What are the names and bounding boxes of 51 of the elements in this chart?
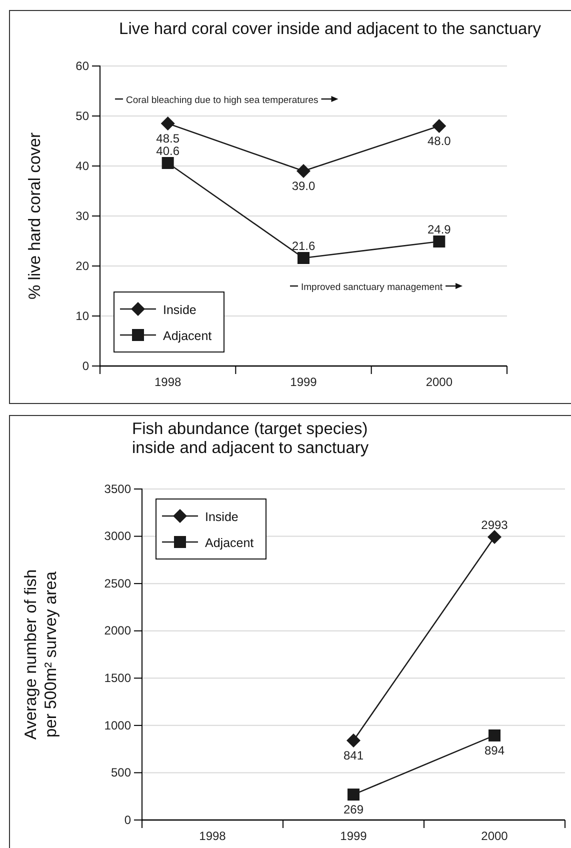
data-label: 269 xyxy=(343,802,364,817)
point xyxy=(162,157,174,169)
point xyxy=(296,164,310,178)
annotation: Coral bleaching due to high sea temperatures xyxy=(126,95,318,106)
y-tick-label: 60 xyxy=(76,58,90,73)
x-tick-label: 1998 xyxy=(154,375,182,389)
y-axis-title: % live hard coral cover xyxy=(26,132,44,300)
x-tick-label: 1998 xyxy=(199,829,226,843)
point xyxy=(488,729,500,742)
data-label: 40.6 xyxy=(156,144,180,158)
y-tick-label: 0 xyxy=(124,812,132,827)
legend-label: Adjacent xyxy=(205,536,254,550)
data-label: 48.5 xyxy=(156,132,180,146)
y-tick-label: 30 xyxy=(76,208,90,223)
y-tick-label: 1500 xyxy=(104,670,132,685)
y-tick-label: 20 xyxy=(76,258,90,273)
y-tick-label: 2000 xyxy=(104,624,132,638)
point xyxy=(433,236,446,248)
x-tick-label: 2000 xyxy=(426,375,453,389)
legend-label: Inside xyxy=(205,510,238,524)
data-label: 39.0 xyxy=(292,179,316,193)
point xyxy=(488,530,502,544)
y-tick-label: 1000 xyxy=(104,718,132,732)
data-label: 841 xyxy=(343,748,364,762)
chart-title: Live hard coral cover inside and adjacent to the sanctuary xyxy=(119,20,542,38)
chart-title: Fish abundance (target species) inside and adjacent to sanctuary xyxy=(132,420,370,457)
legend-label: Adjacent xyxy=(163,329,212,343)
point xyxy=(298,252,310,264)
y-tick-label: 3500 xyxy=(104,482,132,496)
y-tick-label: 500 xyxy=(110,766,132,780)
data-label: 21.6 xyxy=(292,239,316,253)
y-tick-label: 50 xyxy=(76,108,90,123)
x-tick-label: 1999 xyxy=(290,375,318,389)
point xyxy=(346,733,360,748)
y-tick-label: 10 xyxy=(76,308,90,323)
data-label: 24.9 xyxy=(427,222,452,236)
annotation: Improved sanctuary management xyxy=(301,282,443,293)
x-tick-label: 1999 xyxy=(340,829,368,843)
y-tick-label: 0 xyxy=(82,358,90,373)
data-label: 48.0 xyxy=(427,134,452,148)
point xyxy=(432,119,446,133)
y-tick-label: 3000 xyxy=(104,529,132,544)
legend-label: Inside xyxy=(163,303,196,317)
data-label: 2993 xyxy=(481,518,508,532)
point xyxy=(160,116,175,130)
y-axis-title: Average number of fish per 500m² survey area xyxy=(22,569,60,740)
y-tick-label: 2500 xyxy=(104,576,132,590)
y-tick-label: 40 xyxy=(76,158,90,173)
data-label: 894 xyxy=(484,743,505,758)
x-tick-label: 2000 xyxy=(481,829,508,843)
point xyxy=(348,788,360,801)
